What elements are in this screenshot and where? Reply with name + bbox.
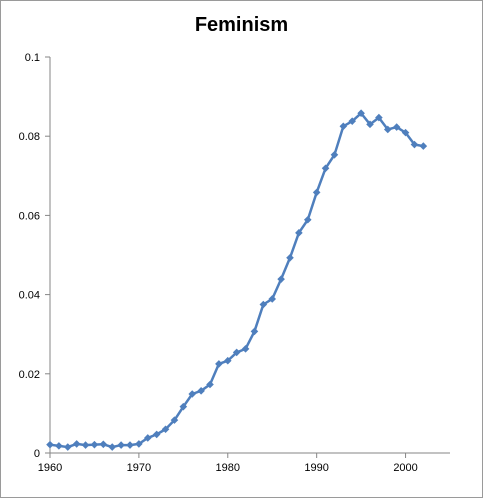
y-tick-label: 0.1 bbox=[25, 52, 40, 64]
data-point bbox=[268, 295, 277, 303]
x-tick-label: 1980 bbox=[216, 462, 240, 474]
data-point bbox=[357, 109, 365, 118]
data-point bbox=[55, 442, 63, 450]
data-point bbox=[206, 380, 214, 389]
data-point bbox=[161, 425, 170, 434]
data-point bbox=[330, 151, 339, 159]
data-point bbox=[312, 188, 321, 197]
data-point bbox=[232, 348, 241, 357]
data-point bbox=[63, 443, 72, 451]
data-point bbox=[179, 402, 188, 411]
data-point bbox=[419, 142, 428, 150]
data-point bbox=[250, 327, 259, 336]
data-point bbox=[295, 229, 303, 237]
data-point bbox=[392, 123, 401, 131]
data-point bbox=[46, 440, 54, 449]
y-tick-label: 0.08 bbox=[19, 131, 40, 143]
data-point bbox=[72, 440, 81, 448]
data-point bbox=[197, 387, 205, 395]
y-tick-label: 0.04 bbox=[19, 290, 40, 302]
data-point bbox=[375, 113, 383, 122]
y-tick-label: 0.02 bbox=[19, 369, 40, 381]
series-line bbox=[49, 111, 424, 449]
data-point bbox=[383, 125, 392, 134]
chart-title: Feminism bbox=[194, 14, 289, 36]
data-point bbox=[215, 360, 223, 368]
data-point bbox=[143, 434, 152, 442]
data-point bbox=[152, 430, 161, 439]
data-point bbox=[126, 441, 134, 449]
data-point bbox=[223, 356, 232, 365]
data-point bbox=[81, 441, 90, 449]
data-point bbox=[277, 275, 285, 283]
data-point bbox=[286, 253, 294, 262]
x-tick-label: 1960 bbox=[38, 462, 62, 474]
data-point bbox=[348, 117, 357, 125]
y-tick-label: 0 bbox=[34, 448, 40, 460]
data-point bbox=[410, 140, 419, 149]
data-point bbox=[321, 164, 330, 173]
x-tick-label: 1970 bbox=[127, 462, 151, 474]
data-point bbox=[99, 440, 108, 449]
data-point bbox=[241, 345, 250, 353]
data-point bbox=[188, 390, 197, 398]
data-point bbox=[108, 443, 117, 451]
x-tick-label: 2000 bbox=[393, 462, 417, 474]
x-tick-label: 1990 bbox=[304, 462, 328, 474]
data-point bbox=[259, 300, 268, 309]
data-point bbox=[170, 416, 179, 424]
data-point bbox=[135, 440, 143, 448]
y-tick-label: 0.06 bbox=[19, 210, 40, 222]
data-point bbox=[401, 128, 410, 137]
data-point bbox=[117, 441, 125, 449]
data-point bbox=[90, 440, 99, 449]
data-point bbox=[303, 215, 312, 224]
data-point bbox=[366, 120, 374, 129]
data-point bbox=[339, 122, 348, 131]
